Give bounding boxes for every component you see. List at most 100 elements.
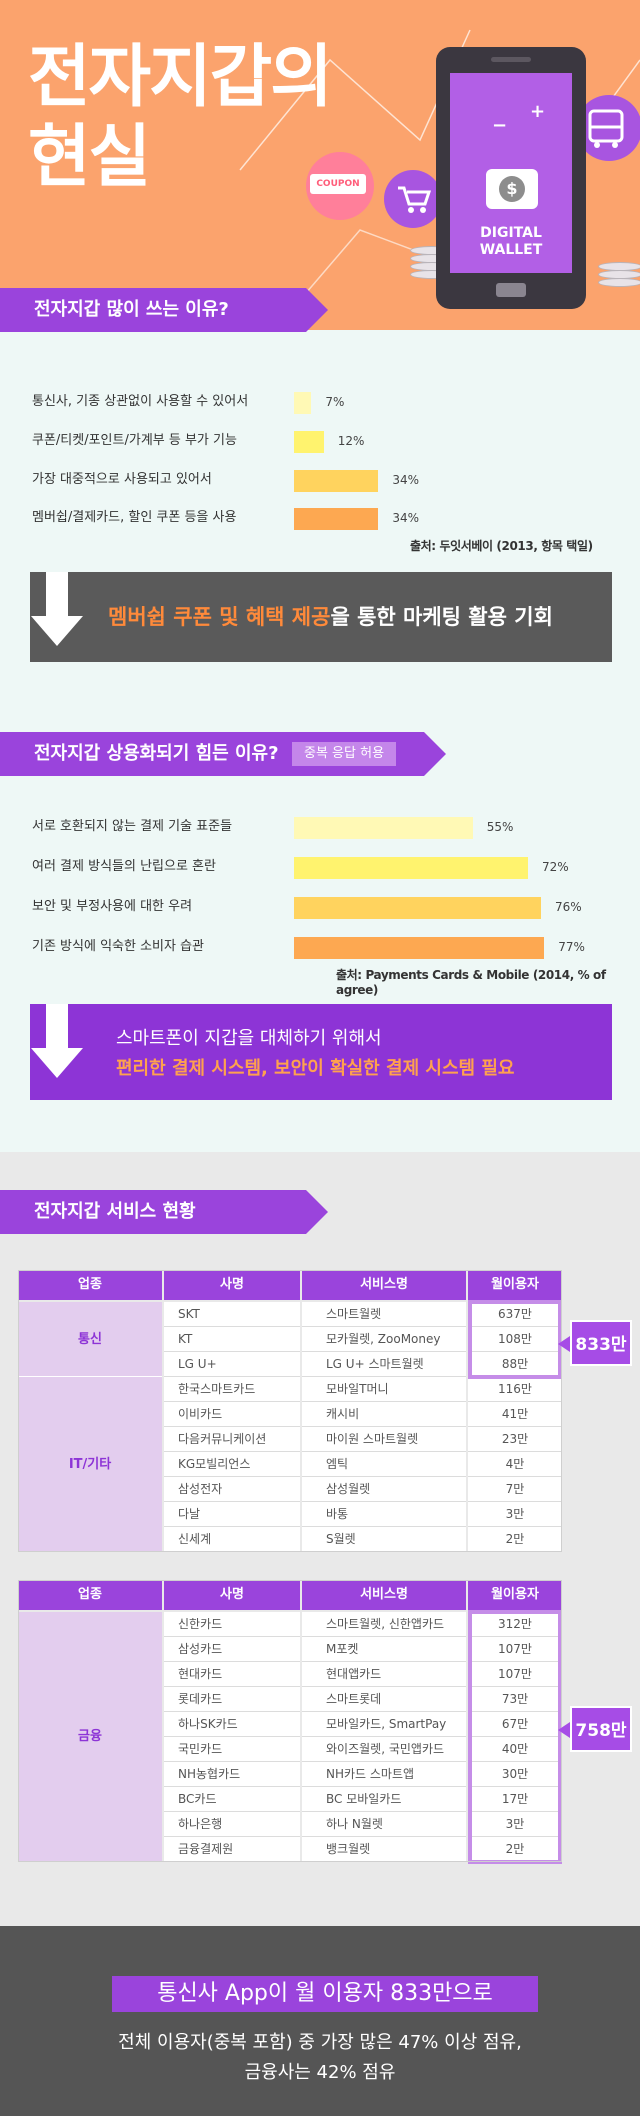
table-header-0: 업종 xyxy=(18,1270,162,1300)
bar xyxy=(294,897,541,919)
callout2-line1: 스마트폰이 지갑을 대체하기 위해서 xyxy=(116,1028,382,1049)
users-cell: 3만 xyxy=(468,1812,562,1837)
footer-line2: 금융사는 42% 점유 xyxy=(244,2062,396,2083)
users-cell: 7만 xyxy=(468,1477,562,1502)
down-arrow-head xyxy=(31,1048,83,1078)
bar-label: 보안 및 부정사용에 대한 우려 xyxy=(32,899,193,914)
shopping-cart-icon xyxy=(398,186,432,213)
users-cell: 2만 xyxy=(468,1527,562,1552)
users-cell: 116만 xyxy=(468,1377,562,1402)
service-cell: 스마트롯데 xyxy=(302,1687,466,1712)
company-cell: 한국스마트카드 xyxy=(164,1377,300,1402)
section2-source: 출처: Payments Cards & Mobile (2014, % of … xyxy=(336,968,606,997)
table-header-1: 사명 xyxy=(164,1580,300,1610)
section1-callout: 멤버쉽 쿠폰 및 혜택 제공을 통한 마케팅 활용 기회 xyxy=(30,572,612,662)
section2-callout: 스마트폰이 지갑을 대체하기 위해서 편리한 결제 시스템, 보안이 확실한 결… xyxy=(30,1004,612,1100)
callout1-highlight: 멤버쉽 쿠폰 및 혜택 제공 xyxy=(108,605,331,629)
table-header-0: 업종 xyxy=(18,1580,162,1610)
service-cell: 엠틱 xyxy=(302,1452,466,1477)
users-cell: 40만 xyxy=(468,1737,562,1762)
company-cell: KT xyxy=(164,1327,300,1352)
service-cell: 스마트월렛, 신한앱카드 xyxy=(302,1612,466,1637)
footer-headline: 통신사 App이 월 이용자 833만으로 xyxy=(112,1976,538,2012)
wallet-label-line2: WALLET xyxy=(479,242,543,258)
company-cell: 신세계 xyxy=(164,1527,300,1552)
users-cell: 41만 xyxy=(468,1402,562,1427)
phone-home-button xyxy=(496,283,526,297)
table-header-3: 월이용자 xyxy=(468,1580,562,1610)
bar-label: 쿠폰/티켓/포인트/가계부 등 부가 기능 xyxy=(32,433,237,448)
company-cell: 국민카드 xyxy=(164,1737,300,1762)
bar-value: 76% xyxy=(555,900,582,914)
bar-value: 34% xyxy=(392,511,419,525)
service-cell: NH카드 스마트앱 xyxy=(302,1762,466,1787)
service-table-1: 업종 사명 서비스명 월이용자 통신 SKT 스마트월렛 637만 KT 모카월렛, ZooMon… xyxy=(18,1270,562,1552)
service-cell: 마이원 스마트월렛 xyxy=(302,1427,466,1452)
bar xyxy=(294,470,379,492)
bar xyxy=(294,817,473,839)
company-cell: 롯데카드 xyxy=(164,1687,300,1712)
bar-value: 77% xyxy=(558,940,585,954)
service-cell: 삼성월렛 xyxy=(302,1477,466,1502)
bar-label: 기존 방식에 익숙한 소비자 습관 xyxy=(32,939,205,954)
section1-source: 출처: 두잇서베이 (2013, 항목 택일) xyxy=(410,539,593,553)
industry-cell: IT/기타 xyxy=(18,1377,162,1552)
bar-label: 멤버쉽/결제카드, 할인 쿠폰 등을 사용 xyxy=(32,510,237,525)
smartphone-illustration: + − $ DIGITAL WALLET xyxy=(436,47,586,309)
bar-label: 서로 호환되지 않는 결제 기술 표준들 xyxy=(32,819,233,834)
table-header-2: 서비스명 xyxy=(302,1580,466,1610)
s1-bar-row-1: 쿠폰/티켓/포인트/가계부 등 부가 기능 12% xyxy=(32,428,612,454)
company-cell: LG U+ xyxy=(164,1352,300,1377)
s2-bar-row-2: 보안 및 부정사용에 대한 우려 76% xyxy=(32,894,612,920)
down-arrow-icon xyxy=(46,572,68,618)
callout1-text: 멤버쉽 쿠폰 및 혜택 제공을 통한 마케팅 활용 기회 xyxy=(108,572,553,662)
callout2-line2: 편리한 결제 시스템, 보안이 확실한 결제 시스템 필요 xyxy=(116,1058,515,1079)
hero-title: 전자지갑의 현실 xyxy=(28,38,333,198)
bar-value: 55% xyxy=(486,820,514,834)
wallet-label-line1: DIGITAL xyxy=(480,225,542,241)
footer-line1: 전체 이용자(중복 포함) 중 가장 많은 47% 이상 점유, xyxy=(118,2032,522,2053)
service-cell: M포켓 xyxy=(302,1637,466,1662)
users-cell: 312만 xyxy=(468,1612,562,1637)
company-cell: 하나SK카드 xyxy=(164,1712,300,1737)
users-cell: 4만 xyxy=(468,1452,562,1477)
service-cell: S월렛 xyxy=(302,1527,466,1552)
bar xyxy=(294,392,312,414)
users-cell: 67만 xyxy=(468,1712,562,1737)
bar xyxy=(294,857,528,879)
company-cell: BC카드 xyxy=(164,1787,300,1812)
bar-value: 34% xyxy=(392,473,419,487)
service-cell: 바통 xyxy=(302,1502,466,1527)
bar-label: 통신사, 기종 상관없이 사용할 수 있어서 xyxy=(32,394,249,409)
company-cell: 삼성전자 xyxy=(164,1477,300,1502)
s1-bar-row-0: 통신사, 기종 상관없이 사용할 수 있어서 7% xyxy=(32,389,612,415)
down-arrow-icon xyxy=(46,1004,68,1050)
users-cell: 17만 xyxy=(468,1787,562,1812)
hero-title-line2: 현실 xyxy=(28,118,151,197)
dollar-coin-icon: $ xyxy=(499,176,525,202)
industry-cell: 통신 xyxy=(18,1302,162,1377)
table-header-3: 월이용자 xyxy=(468,1270,562,1300)
bar-label: 가장 대중적으로 사용되고 있어서 xyxy=(32,472,212,487)
bar xyxy=(294,508,379,530)
down-arrow-head xyxy=(31,616,83,646)
phone-speaker xyxy=(491,57,531,62)
service-cell: 스마트월렛 xyxy=(302,1302,466,1327)
hero-title-line1: 전자지갑의 xyxy=(28,38,333,117)
bar xyxy=(294,431,324,453)
bar-value: 72% xyxy=(542,860,569,874)
company-cell: SKT xyxy=(164,1302,300,1327)
company-cell: 삼성카드 xyxy=(164,1637,300,1662)
footer-summary: 통신사 App이 월 이용자 833만으로 전체 이용자(중복 포함) 중 가장… xyxy=(0,1926,640,2116)
users-cell: 107만 xyxy=(468,1637,562,1662)
company-cell: 현대카드 xyxy=(164,1662,300,1687)
company-cell: NH농협카드 xyxy=(164,1762,300,1787)
section3-tag: 전자지갑 서비스 현황 xyxy=(0,1190,328,1234)
s1-bar-row-2: 가장 대중적으로 사용되고 있어서 34% xyxy=(32,467,612,493)
table-header-1: 사명 xyxy=(164,1270,300,1300)
minus-icon: − xyxy=(492,115,508,136)
users-cell: 107만 xyxy=(468,1662,562,1687)
users-cell: 3만 xyxy=(468,1502,562,1527)
total-highlight-box xyxy=(468,1610,562,1864)
callout1-rest: 을 통한 마케팅 활용 기회 xyxy=(330,605,553,629)
